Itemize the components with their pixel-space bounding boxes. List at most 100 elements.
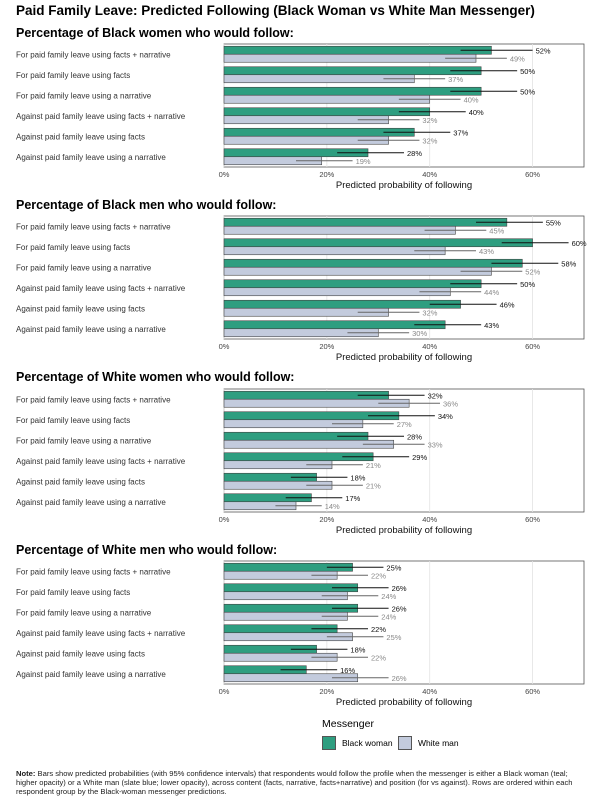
value-label-white-man: 36% — [443, 399, 458, 408]
category-label: Against paid family leave using facts — [16, 132, 145, 141]
value-label-white-man: 24% — [381, 592, 396, 601]
bar-black-woman — [223, 66, 482, 76]
category-label: Against paid family leave using facts + … — [16, 629, 186, 638]
category-label: For paid family leave using facts + narr… — [16, 567, 171, 576]
category-label: For paid family leave using facts — [16, 71, 130, 80]
value-label-white-man: 27% — [397, 420, 412, 429]
legend-title: Messenger — [322, 718, 374, 730]
x-tick-label: 60% — [525, 687, 540, 696]
bar-white-man — [223, 287, 451, 297]
x-tick-label: 60% — [525, 170, 540, 179]
value-label-black-woman: 55% — [546, 218, 561, 227]
value-label-white-man: 40% — [464, 95, 479, 104]
bar-white-man — [223, 246, 446, 256]
x-tick-label: 0% — [219, 687, 230, 696]
x-tick-label: 20% — [319, 342, 334, 351]
value-label-black-woman: 22% — [371, 625, 386, 634]
x-tick-label: 60% — [525, 515, 540, 524]
note-text: Bars show predicted probabilities (with … — [16, 769, 573, 797]
x-axis-label: Predicted probability of following — [336, 180, 472, 191]
value-label-white-man: 52% — [525, 267, 540, 276]
value-label-black-woman: 52% — [536, 46, 551, 55]
x-tick-label: 40% — [422, 170, 437, 179]
value-label-white-man: 22% — [371, 653, 386, 662]
chart-area: 0% 20% 40% 60% Predicted probability of foll… — [16, 43, 587, 708]
bar-black-woman — [223, 279, 482, 289]
bar-black-woman — [223, 238, 533, 248]
page-title: Paid Family Leave: Predicted Following (… — [16, 3, 535, 18]
value-label-white-man: 43% — [479, 247, 494, 256]
value-label-white-man: 22% — [371, 571, 386, 580]
panel-title-white-men: Percentage of White men who would follow… — [16, 543, 278, 557]
value-label-black-woman: 40% — [469, 108, 484, 117]
panel-title-white-women: Percentage of White women who would foll… — [16, 370, 295, 384]
category-label: Against paid family leave using facts + … — [16, 457, 186, 466]
legend-item-white-man: White man — [398, 735, 459, 751]
value-label-black-woman: 60% — [572, 239, 587, 248]
value-label-white-man: 49% — [510, 54, 525, 63]
x-tick-label: 0% — [219, 515, 230, 524]
legend-swatch-white-man — [398, 736, 412, 750]
x-axis-label: Predicted probability of following — [336, 697, 472, 708]
bar-white-man — [223, 266, 492, 276]
value-label-white-man: 32% — [422, 116, 437, 125]
bar-black-woman — [223, 217, 508, 227]
x-axis-label: Predicted probability of following — [336, 525, 472, 536]
value-label-black-woman: 18% — [350, 645, 365, 654]
category-label: For paid family leave using facts + narr… — [16, 222, 171, 231]
value-label-white-man: 30% — [412, 329, 427, 338]
category-label: Against paid family leave using a narrat… — [16, 325, 166, 334]
plot-frame — [223, 560, 585, 685]
category-label: Against paid family leave using facts + … — [16, 112, 186, 121]
x-tick-label: 40% — [422, 342, 437, 351]
bar-black-woman — [223, 45, 492, 55]
legend-label-black-woman: Black woman — [342, 738, 393, 748]
x-tick-label: 60% — [525, 342, 540, 351]
x-tick-label: 20% — [319, 515, 334, 524]
value-label-white-man: 14% — [325, 502, 340, 511]
value-label-white-man: 25% — [386, 633, 401, 642]
bar-black-woman — [223, 320, 446, 330]
panel-title-black-men: Percentage of Black men who would follow… — [16, 198, 277, 212]
value-label-black-woman: 50% — [520, 67, 535, 76]
plot-frame — [223, 43, 585, 168]
value-label-black-woman: 26% — [392, 584, 407, 593]
category-label: For paid family leave using facts + narr… — [16, 395, 171, 404]
x-tick-label: 0% — [219, 342, 230, 351]
note-label: Note: — [16, 769, 36, 778]
value-label-black-woman: 50% — [520, 280, 535, 289]
category-label: Against paid family leave using a narrat… — [16, 153, 166, 162]
value-label-black-woman: 37% — [453, 128, 468, 137]
value-label-white-man: 32% — [422, 308, 437, 317]
value-label-black-woman: 16% — [340, 666, 355, 675]
bar-black-woman — [223, 299, 461, 309]
plot-frame — [223, 215, 585, 340]
value-label-black-woman: 32% — [428, 391, 443, 400]
value-label-black-woman: 28% — [407, 432, 422, 441]
legend-swatch-black-woman — [322, 736, 336, 750]
value-label-black-woman: 28% — [407, 149, 422, 158]
bar-black-woman — [223, 258, 523, 268]
value-label-black-woman: 43% — [484, 321, 499, 330]
category-label: Against paid family leave using facts — [16, 649, 145, 658]
plot-frame — [223, 388, 585, 513]
bar-black-woman — [223, 86, 482, 96]
category-label: Against paid family leave using a narrat… — [16, 498, 166, 507]
x-axis-label: Predicted probability of following — [336, 352, 472, 363]
value-label-black-woman: 46% — [500, 300, 515, 309]
value-label-white-man: 45% — [489, 226, 504, 235]
category-label: For paid family leave using a narrative — [16, 608, 152, 617]
category-label: Against paid family leave using facts + … — [16, 284, 186, 293]
category-label: Against paid family leave using a narrat… — [16, 670, 166, 679]
value-label-white-man: 19% — [356, 157, 371, 166]
value-label-black-woman: 18% — [350, 473, 365, 482]
legend-label-white-man: White man — [418, 738, 459, 748]
value-label-white-man: 26% — [392, 674, 407, 683]
value-label-white-man: 32% — [422, 136, 437, 145]
category-label: For paid family leave using a narrative — [16, 263, 152, 272]
x-tick-label: 20% — [319, 687, 334, 696]
value-label-black-woman: 25% — [386, 563, 401, 572]
category-label: For paid family leave using a narrative — [16, 91, 152, 100]
x-tick-label: 0% — [219, 170, 230, 179]
value-label-black-woman: 58% — [561, 259, 576, 268]
